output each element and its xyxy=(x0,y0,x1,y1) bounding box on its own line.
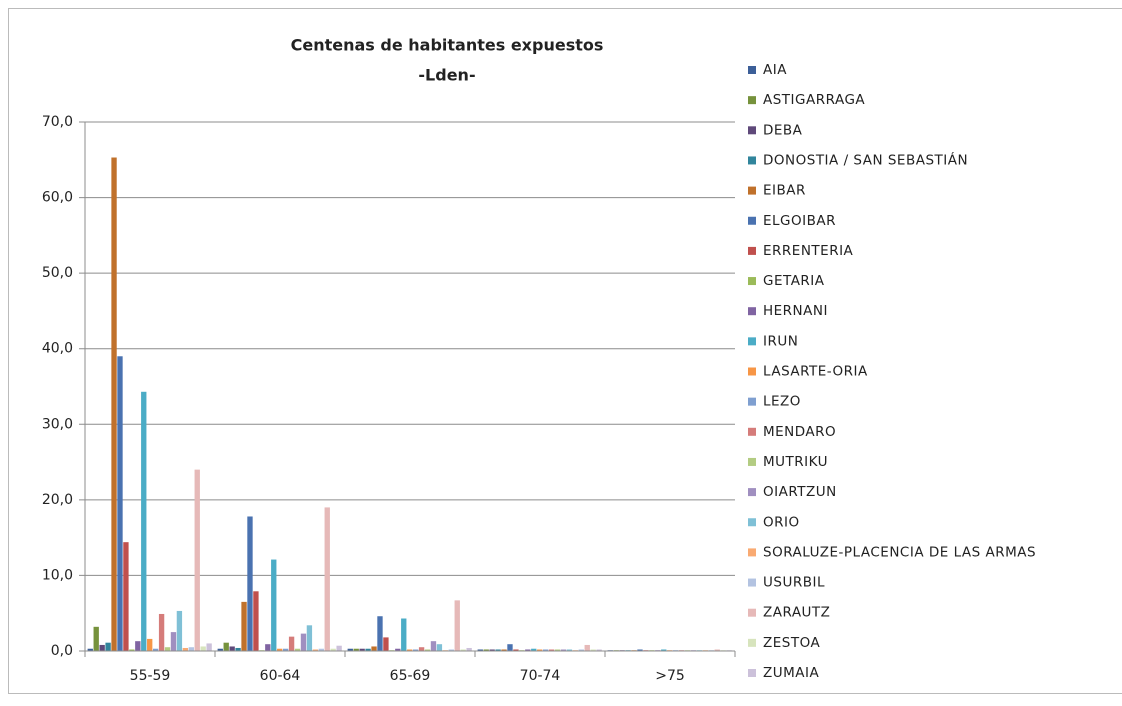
bar xyxy=(271,560,276,651)
legend-label: ERRENTERIA xyxy=(763,243,854,259)
bar xyxy=(201,646,206,651)
legend-label: GETARIA xyxy=(763,273,825,289)
chart-frame xyxy=(9,9,1122,694)
bar xyxy=(177,611,182,651)
legend-swatch xyxy=(748,126,756,134)
y-tick-label: 30,0 xyxy=(42,416,73,432)
bar xyxy=(377,616,382,651)
bar xyxy=(307,625,312,651)
bar xyxy=(301,634,306,651)
chart-subtitle: -Lden- xyxy=(418,66,475,85)
y-tick-label: 0,0 xyxy=(51,643,73,659)
legend-label: ZESTOA xyxy=(763,635,820,651)
bar xyxy=(206,643,211,651)
y-tick-label: 20,0 xyxy=(42,492,73,508)
bar xyxy=(229,646,234,651)
legend-label: EIBAR xyxy=(763,183,806,199)
bar xyxy=(383,637,388,651)
bar xyxy=(189,647,194,651)
bar xyxy=(431,641,436,651)
bar xyxy=(117,356,122,651)
legend-swatch xyxy=(748,488,756,496)
x-tick-label: >75 xyxy=(655,668,685,684)
y-tick-label: 60,0 xyxy=(42,190,73,206)
y-tick-label: 50,0 xyxy=(42,265,73,281)
bar xyxy=(165,647,170,651)
bar xyxy=(111,158,116,651)
bar xyxy=(253,591,258,651)
y-tick-label: 10,0 xyxy=(42,567,73,583)
x-tick-label: 65-69 xyxy=(390,668,431,684)
bar xyxy=(265,644,270,651)
legend-swatch xyxy=(748,247,756,255)
legend-label: IRUN xyxy=(763,333,798,349)
legend-label: ZARAUTZ xyxy=(763,605,830,621)
y-tick-label: 40,0 xyxy=(42,341,73,357)
bar xyxy=(171,632,176,651)
bar xyxy=(336,646,341,651)
legend-swatch xyxy=(748,217,756,225)
legend-label: ASTIGARRAGA xyxy=(763,92,865,108)
legend-swatch xyxy=(748,518,756,526)
bar xyxy=(141,392,146,651)
legend-label: ELGOIBAR xyxy=(763,213,836,229)
legend-label: SORALUZE-PLACENCIA DE LAS ARMAS xyxy=(763,544,1036,560)
legend-label: AIA xyxy=(763,62,787,78)
legend-label: ORIO xyxy=(763,514,800,530)
legend-swatch xyxy=(748,458,756,466)
legend-label: OIARTZUN xyxy=(763,484,837,500)
legend-swatch xyxy=(748,307,756,315)
bar xyxy=(94,627,99,651)
bar xyxy=(224,643,229,651)
bar xyxy=(247,516,252,651)
legend-swatch xyxy=(748,277,756,285)
legend-label: LASARTE-ORIA xyxy=(763,364,868,380)
legend-swatch xyxy=(748,187,756,195)
bar xyxy=(371,646,376,651)
bar xyxy=(147,639,152,651)
x-tick-label: 60-64 xyxy=(260,668,301,684)
legend-label: MENDARO xyxy=(763,424,836,440)
bar xyxy=(401,619,406,651)
legend-swatch xyxy=(748,548,756,556)
legend-label: DEBA xyxy=(763,122,803,138)
bar xyxy=(135,641,140,651)
legend-label: USURBIL xyxy=(763,575,825,591)
legend-swatch xyxy=(748,398,756,406)
bar xyxy=(241,602,246,651)
bar xyxy=(105,643,110,651)
legend-label: DONOSTIA / SAN SEBASTIÁN xyxy=(763,151,968,168)
legend-swatch xyxy=(748,96,756,104)
bar xyxy=(159,614,164,651)
legend-swatch xyxy=(748,156,756,164)
x-tick-label: 70-74 xyxy=(520,668,561,684)
legend-swatch xyxy=(748,428,756,436)
legend-label: HERNANI xyxy=(763,303,828,319)
bar xyxy=(507,644,512,651)
legend-swatch xyxy=(748,337,756,345)
bar xyxy=(123,542,128,651)
legend-swatch xyxy=(748,579,756,587)
bar xyxy=(455,600,460,651)
legend-label: MUTRIKU xyxy=(763,454,828,470)
legend-swatch xyxy=(748,66,756,74)
legend-swatch xyxy=(748,609,756,617)
bar xyxy=(437,644,442,651)
legend-swatch xyxy=(748,669,756,677)
bar xyxy=(289,637,294,651)
bar xyxy=(99,645,104,651)
bar xyxy=(325,507,330,651)
chart-title: Centenas de habitantes expuestos xyxy=(291,36,604,55)
bar xyxy=(419,647,424,651)
bar xyxy=(585,645,590,651)
legend-swatch xyxy=(748,368,756,376)
y-tick-label: 70,0 xyxy=(42,114,73,130)
legend-swatch xyxy=(748,639,756,647)
bar xyxy=(195,470,200,651)
legend-label: LEZO xyxy=(763,394,801,410)
legend-label: ZUMAIA xyxy=(763,665,819,681)
x-tick-label: 55-59 xyxy=(130,668,171,684)
